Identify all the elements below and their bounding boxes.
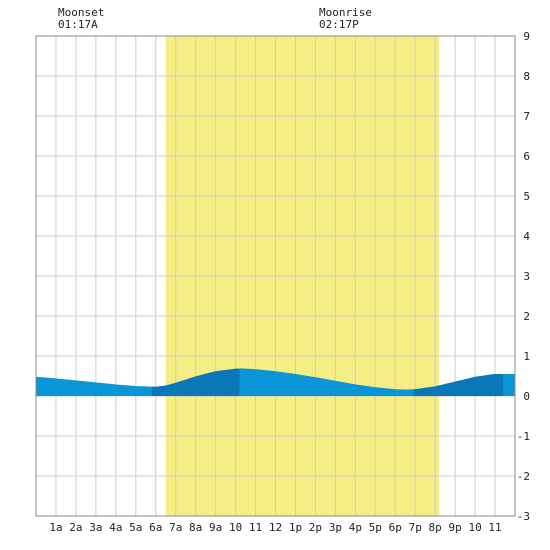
x-tick-label: 1a xyxy=(49,521,62,534)
tide-area-night xyxy=(413,374,503,396)
x-tick-label: 10 xyxy=(468,521,481,534)
moonrise-label: Moonrise xyxy=(319,6,372,19)
plot-frame xyxy=(35,35,516,517)
x-tick-label: 11 xyxy=(488,521,501,534)
x-tick-label: 6a xyxy=(149,521,162,534)
moonrise-label-block: Moonrise 02:17P xyxy=(319,7,372,31)
y-tick-label: 4 xyxy=(523,230,530,243)
x-tick-label: 4a xyxy=(109,521,122,534)
y-tick-label: 2 xyxy=(523,310,530,323)
x-tick-label: 3p xyxy=(329,521,342,534)
x-tick-label: 8a xyxy=(189,521,202,534)
moonrise-time: 02:17P xyxy=(319,18,359,31)
y-tick-label: -1 xyxy=(517,430,530,443)
x-tick-label: 7p xyxy=(409,521,422,534)
x-tick-label: 2a xyxy=(69,521,82,534)
x-tick-label: 8p xyxy=(429,521,442,534)
x-tick-label: 2p xyxy=(309,521,322,534)
y-tick-label: 0 xyxy=(523,390,530,403)
moonset-label-block: Moonset 01:17A xyxy=(58,7,104,31)
x-tick-label: 4p xyxy=(349,521,362,534)
x-tick-label: 3a xyxy=(89,521,102,534)
y-tick-label: 1 xyxy=(523,350,530,363)
tide-area-night xyxy=(151,368,240,396)
x-tick-label: 9p xyxy=(449,521,462,534)
moonset-time: 01:17A xyxy=(58,18,98,31)
x-tick-label: 1p xyxy=(289,521,302,534)
x-tick-label: 5a xyxy=(129,521,142,534)
moonset-label: Moonset xyxy=(58,6,105,19)
x-tick-label: 6p xyxy=(389,521,402,534)
x-tick-label: 10 xyxy=(229,521,242,534)
y-tick-label: 3 xyxy=(523,270,530,283)
x-tick-label: 9a xyxy=(209,521,222,534)
x-tick-label: 11 xyxy=(249,521,262,534)
y-tick-label: 9 xyxy=(523,30,530,43)
y-tick-label: -2 xyxy=(517,470,530,483)
y-tick-label: 7 xyxy=(523,110,530,123)
y-tick-label: -3 xyxy=(517,510,530,523)
x-tick-label: 5p xyxy=(369,521,382,534)
y-tick-label: 8 xyxy=(523,70,530,83)
y-tick-label: 5 xyxy=(523,190,530,203)
x-tick-label: 12 xyxy=(269,521,282,534)
y-tick-label: 6 xyxy=(523,150,530,163)
x-tick-label: 7a xyxy=(169,521,182,534)
